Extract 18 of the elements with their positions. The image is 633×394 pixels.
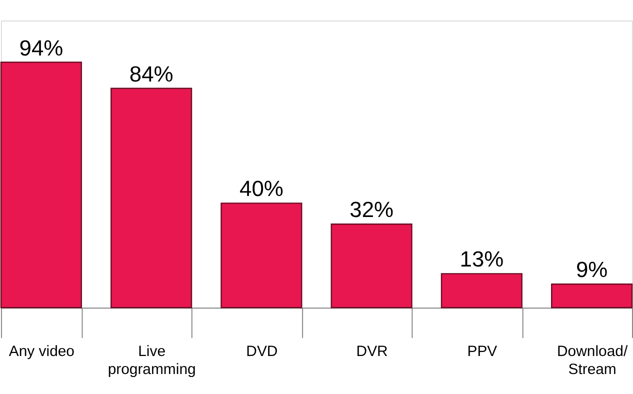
x-tick-label: DVD (246, 342, 278, 360)
data-label: 94% (19, 35, 64, 60)
data-label: 32% (350, 197, 394, 222)
bar (330, 223, 412, 308)
x-tick-label: Any video (8, 342, 74, 360)
x-tick-label: Live programming (108, 342, 196, 378)
x-tick-label: Download/ Stream (557, 342, 628, 378)
x-tick-label: PPV (467, 342, 498, 360)
data-label: 9% (576, 257, 608, 282)
x-tick-label: DVR (356, 342, 388, 360)
bar (220, 202, 302, 308)
bar (440, 273, 522, 308)
bar (551, 284, 633, 308)
bar (0, 62, 82, 308)
data-label: 13% (460, 246, 504, 272)
bar (110, 88, 192, 308)
data-label: 84% (129, 61, 174, 86)
data-label: 40% (239, 176, 284, 202)
